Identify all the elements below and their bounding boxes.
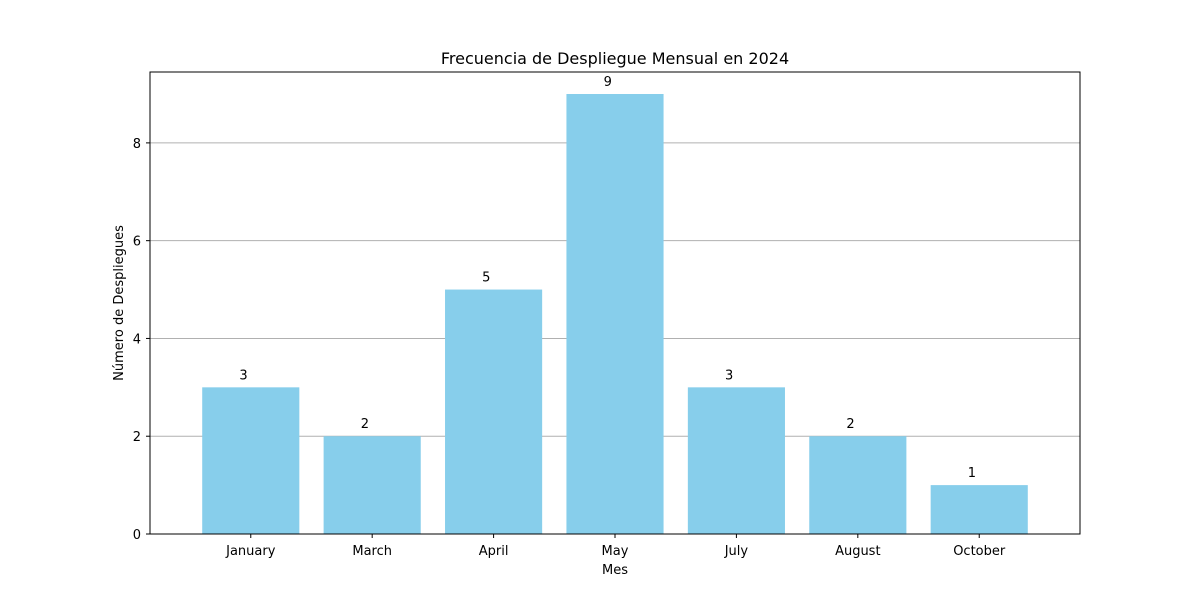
y-tick-label: 4 [133, 332, 141, 347]
bar-march [323, 436, 421, 534]
y-tick-label: 0 [133, 528, 141, 543]
x-tick-label: October [953, 544, 1006, 559]
data-label-october: 1 [968, 466, 976, 481]
x-tick-label: April [479, 544, 509, 559]
bar-october [930, 485, 1028, 534]
bar-january [202, 387, 300, 534]
data-label-april: 5 [482, 271, 490, 286]
y-axis-label: Número de Despliegues [112, 225, 127, 381]
x-tick-label: January [225, 544, 276, 559]
bar-august [809, 436, 907, 534]
x-tick-label: May [602, 544, 629, 559]
chart-title: Frecuencia de Despliegue Mensual en 2024 [441, 49, 789, 68]
x-tick-label: August [835, 544, 881, 559]
y-tick-label: 2 [133, 430, 141, 445]
bar-july [687, 387, 785, 534]
data-label-may: 9 [604, 75, 612, 90]
data-labels: 3 2 5 9 3 2 1 [239, 75, 976, 481]
x-axis-label: Mes [602, 563, 628, 578]
data-label-august: 2 [846, 417, 854, 432]
bar-april [445, 289, 543, 534]
y-tick-label: 6 [133, 235, 141, 250]
data-label-march: 2 [361, 417, 369, 432]
x-tick-label: March [352, 544, 392, 559]
axis-ticks: January March April May July August October 0 2 4… [133, 137, 1006, 559]
data-label-january: 3 [239, 368, 247, 383]
bar-may [566, 94, 664, 534]
y-tick-label: 8 [133, 137, 141, 152]
data-label-july: 3 [725, 368, 733, 383]
bars [202, 94, 1028, 534]
x-tick-label: July [724, 544, 749, 559]
